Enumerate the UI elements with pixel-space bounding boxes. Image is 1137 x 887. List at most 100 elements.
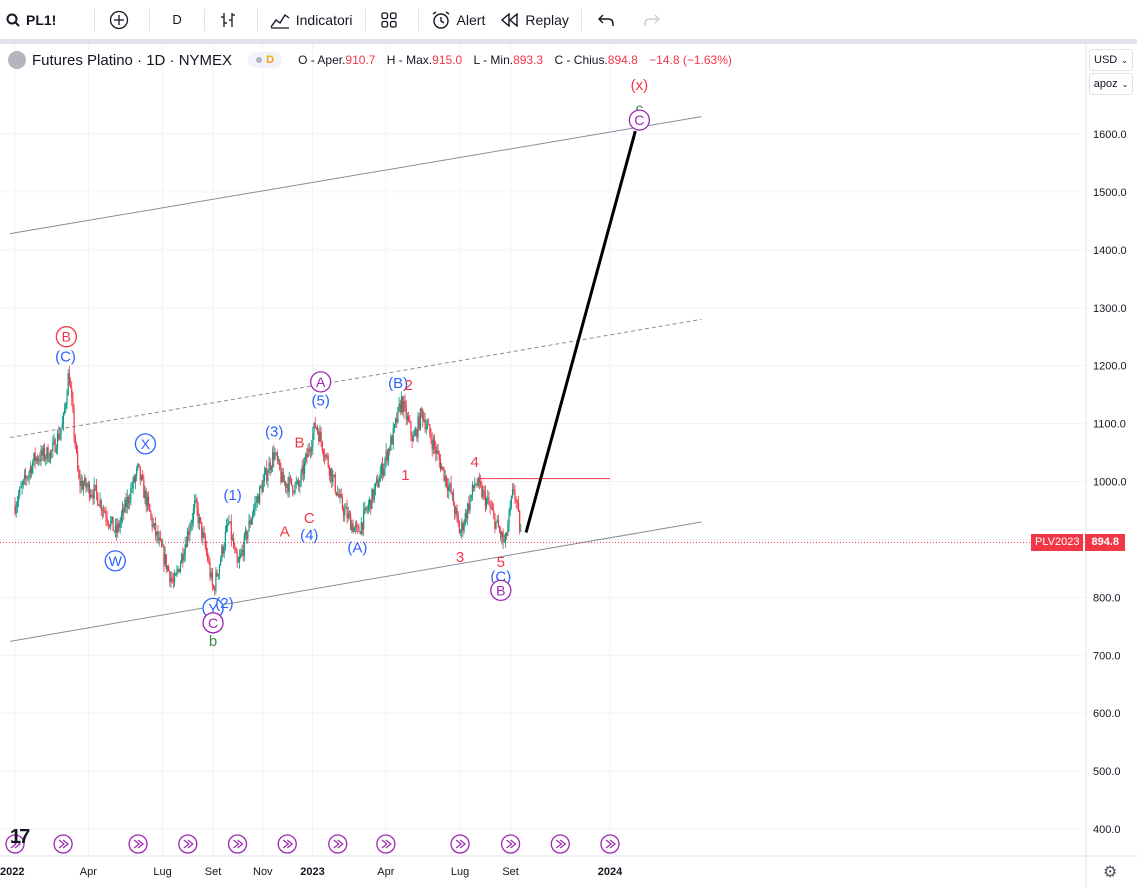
wave-label[interactable]: X [141, 436, 151, 452]
candle-up [398, 403, 400, 408]
candle-up [311, 447, 313, 452]
gear-icon[interactable]: ⚙ [1103, 864, 1118, 881]
candle-down [358, 526, 360, 532]
candle-up [146, 496, 148, 507]
replay-marker-icon[interactable] [5, 834, 25, 854]
candle-down [429, 424, 431, 435]
wave-label[interactable]: 1 [401, 467, 409, 484]
wave-label[interactable]: c [636, 101, 644, 118]
wave-label[interactable]: (A) [347, 540, 367, 557]
wave-label[interactable]: B [62, 329, 71, 345]
wave-label[interactable]: (4) [300, 527, 318, 544]
candle-down [214, 588, 216, 591]
wave-label[interactable]: Y [208, 600, 218, 616]
price-axis-label: 1300.0 [1093, 303, 1127, 315]
symbol-search-button[interactable]: PL1! [0, 0, 64, 40]
candle-up [295, 482, 297, 484]
last-price-tag: PLV2023 894.8 [1031, 534, 1125, 551]
chart-type-button[interactable] [209, 0, 253, 40]
wave-label[interactable]: (x) [631, 77, 649, 94]
candle-down [462, 522, 464, 531]
wave-label[interactable]: C [304, 510, 315, 527]
alert-button[interactable]: Alert [423, 0, 494, 40]
replay-marker-icon[interactable] [227, 834, 248, 854]
wave-label[interactable]: (B) [388, 375, 408, 392]
replay-marker-arrow [58, 839, 70, 849]
candle-down [196, 499, 198, 509]
candle-down [151, 515, 153, 527]
wave-label[interactable]: A [280, 523, 290, 540]
wave-label[interactable]: C [634, 112, 644, 128]
candle-down [302, 465, 304, 475]
indicators-button[interactable]: Indicatori [262, 0, 361, 40]
layouts-button[interactable] [370, 0, 414, 40]
candle-down [435, 446, 437, 454]
candle-up [33, 452, 35, 463]
wave-label[interactable]: (3) [265, 424, 283, 441]
interval-button[interactable]: D [154, 0, 199, 40]
replay-marker-icon[interactable] [53, 834, 73, 854]
candle-down [424, 419, 426, 430]
time-axis-label: Lug [451, 866, 469, 878]
candle-up [29, 467, 31, 473]
wave-label[interactable]: W [109, 553, 123, 569]
candle-down [94, 484, 96, 486]
candle-down [172, 580, 174, 583]
replay-marker-icon[interactable] [600, 834, 620, 854]
replay-marker-icon[interactable] [376, 834, 396, 854]
wave-label[interactable]: (5) [311, 392, 329, 409]
candle-down [71, 387, 73, 398]
candle-down [25, 474, 27, 479]
wave-label[interactable]: C [208, 615, 218, 631]
tradingview-logo-icon[interactable]: 17 [10, 826, 30, 848]
replay-marker-icon[interactable] [550, 834, 570, 854]
candle-down [517, 502, 520, 511]
replay-marker-icon[interactable] [450, 834, 470, 854]
close-label: C - Chius. [554, 53, 608, 67]
data-badge[interactable]: D [248, 52, 283, 68]
candle-up [126, 497, 128, 508]
replay-marker-icon[interactable] [500, 834, 521, 854]
candle-up [507, 525, 509, 536]
wave-label[interactable]: 4 [471, 454, 479, 471]
candle-up [60, 428, 62, 434]
candle-down [69, 384, 72, 388]
wave-label[interactable]: 2 [405, 377, 413, 394]
wave-label[interactable]: (C) [55, 348, 76, 365]
price-chart[interactable]: B(C)XWYCb(2)(1)(3)ABC(4)A(5)(A)(B)21345(… [0, 44, 1137, 887]
candle-down [75, 446, 78, 451]
candle-down [431, 440, 433, 450]
wave-label[interactable]: b [209, 633, 217, 650]
candle-down [494, 513, 496, 529]
price-axis-label: 700.0 [1093, 650, 1121, 662]
projection-line[interactable] [524, 130, 637, 533]
candle-up [520, 531, 522, 533]
compare-button[interactable] [99, 0, 145, 40]
wave-label[interactable]: B [294, 435, 304, 452]
wave-label[interactable]: (2) [215, 595, 233, 612]
replay-marker-icon[interactable] [328, 834, 348, 854]
wave-label-circle [55, 326, 78, 348]
scale-mode-selector[interactable]: apoz ⌄ [1089, 73, 1133, 95]
currency-selector[interactable]: USD ⌄ [1089, 49, 1133, 71]
wave-label[interactable]: 5 [497, 554, 505, 571]
replay-marker-icon[interactable] [277, 834, 297, 854]
channel-line[interactable] [10, 521, 702, 642]
replay-marker-icon[interactable] [178, 834, 198, 854]
candle-down [348, 513, 351, 515]
channel-midline[interactable] [10, 318, 702, 438]
candle-down [97, 493, 99, 506]
replay-button[interactable]: Replay [493, 0, 577, 40]
replay-marker-icon[interactable] [128, 834, 148, 854]
undo-icon [597, 14, 614, 26]
channel-line[interactable] [10, 116, 702, 235]
wave-label-circle [628, 109, 651, 131]
wave-label[interactable]: B [496, 582, 505, 598]
redo-button[interactable] [632, 0, 678, 40]
wave-label[interactable]: 3 [456, 549, 464, 566]
wave-label[interactable]: A [316, 374, 326, 390]
undo-button[interactable] [586, 0, 632, 40]
candle-down [81, 480, 83, 490]
candle-up [124, 499, 126, 513]
wave-label[interactable]: (1) [223, 487, 241, 504]
